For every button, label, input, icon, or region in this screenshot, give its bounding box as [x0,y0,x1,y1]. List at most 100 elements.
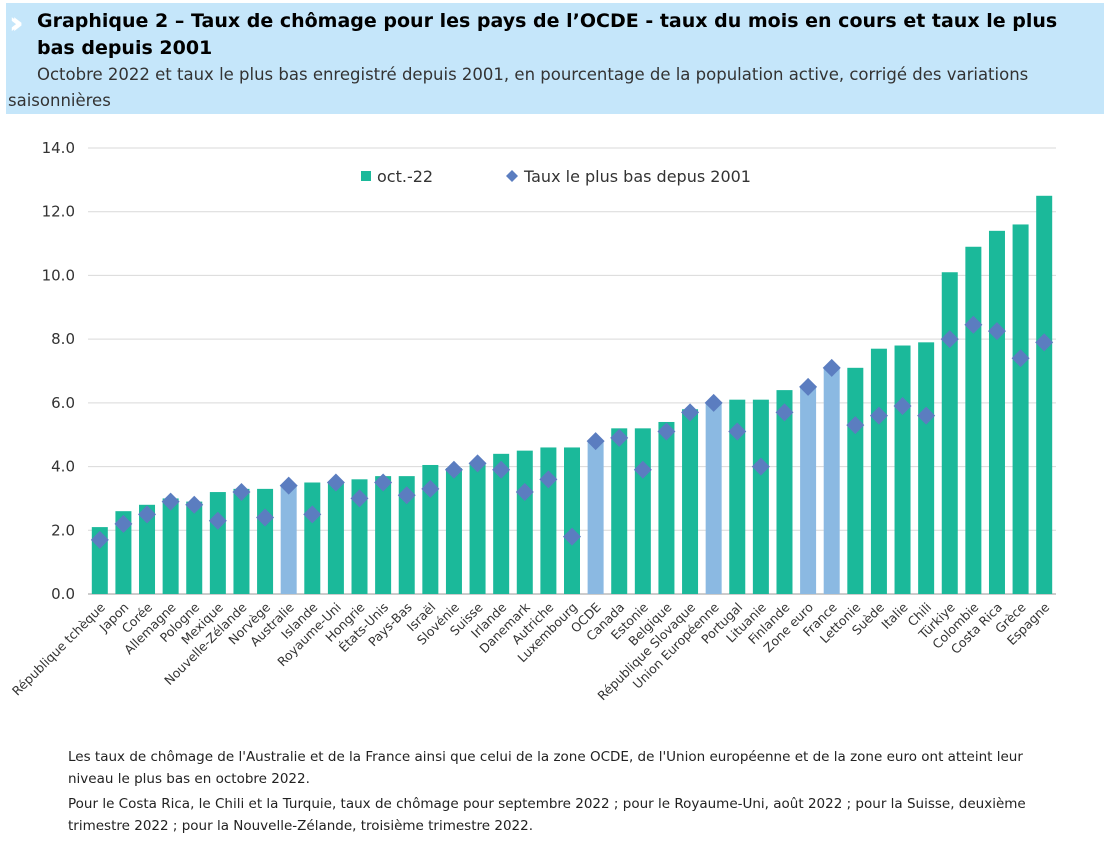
bar [941,272,958,594]
bar [209,492,226,594]
bar [469,463,486,594]
bar [587,441,604,594]
bar [658,421,675,594]
lowest-rate-marker [940,330,959,349]
lowest-rate-marker [161,492,180,511]
bar [870,348,887,594]
legend-label-lowest-rate: Taux le plus bas depus 2001 [523,167,751,186]
lowest-rate-marker [492,460,511,479]
footnote-lowest-level: Les taux de chômage de l'Australie et de… [68,749,1023,787]
bar [800,386,817,594]
unemployment-chart: 0.0 2.0 4.0 6.0 8.0 10.0 12.0 14.0 République tc… [9,139,1056,703]
lowest-rate-marker [1035,333,1054,352]
bar [445,468,462,594]
bar [257,488,274,594]
legend-label-oct-22: oct.-22 [377,167,433,186]
lowest-rate-marker [869,406,888,425]
chart-header: ›› Graphique 2 – Taux de chômage pour le… [6,3,1104,114]
lowest-rate-marker [586,432,605,451]
lowest-rate-marker [90,530,109,549]
bar [327,482,344,594]
lowest-rate-marker [1011,349,1030,368]
lowest-rate-marker [326,473,345,492]
bar [493,453,510,594]
bar [115,511,132,594]
y-tick-label: 14.0 [42,139,75,157]
lowest-rate-marker [728,422,747,441]
lowest-rate-marker [114,514,133,533]
lowest-rate-marker [681,403,700,422]
y-tick-label: 8.0 [51,330,75,348]
bar [186,501,203,594]
lowest-rate-marker [893,397,912,416]
lowest-rate-marker [633,460,652,479]
bar [516,450,533,594]
bar [682,409,699,594]
bar [1012,224,1029,594]
double-chevron-right-icon: ›› [9,6,23,41]
bar [823,367,840,594]
y-tick-label: 0.0 [51,585,75,603]
bar [422,464,439,594]
lowest-rate-marker [775,403,794,422]
lowest-rate-marker [468,454,487,473]
lowest-rate-marker [563,527,581,546]
bar [280,485,297,594]
legend-bar-swatch [361,171,371,181]
lowest-rate-marker [751,457,770,476]
lowest-rate-marker [917,406,936,425]
bar [729,399,746,594]
bar [752,399,769,594]
x-tick-label: République tchèque [9,599,108,698]
lowest-rate-marker [539,470,558,489]
lowest-rate-marker [822,358,841,377]
x-tick-label: Italie [878,599,911,632]
lowest-rate-marker [704,393,723,412]
y-tick-label: 6.0 [51,394,75,412]
y-tick-label: 10.0 [42,266,75,284]
y-tick-label: 12.0 [42,203,75,221]
bar [776,390,793,594]
bar [304,482,321,594]
bar [540,447,557,594]
lowest-rate-marker [846,416,865,435]
lowest-rate-marker [185,495,204,514]
bar [918,342,935,594]
bar [233,488,250,594]
chart-subtitle: Octobre 2022 et taux le plus bas enregis… [8,65,1029,110]
bar [705,402,722,594]
bar [351,479,368,594]
footnote-reference-periods: Pour le Costa Rica, le Chili et la Turqu… [68,796,1026,834]
bar [139,504,156,594]
lowest-rate-marker [138,505,157,524]
lowest-rate-marker [350,489,369,508]
bar [162,498,179,594]
y-tick-label: 4.0 [51,458,75,476]
lowest-rate-marker [799,377,818,396]
bar [634,428,651,594]
chart-title: Graphique 2 – Taux de chômage pour les p… [37,10,1058,59]
lowest-rate-marker [397,486,416,505]
bar [988,230,1005,594]
legend-marker-swatch [506,170,518,182]
lowest-rate-marker [374,473,393,492]
lowest-rate-marker [256,508,275,527]
bar [1036,195,1053,594]
lowest-rate-marker [657,422,676,441]
lowest-rate-marker [444,460,463,479]
lowest-rate-marker [279,476,298,495]
y-tick-label: 2.0 [51,521,75,539]
bar [894,345,911,594]
lowest-rate-marker [987,322,1006,341]
bar [564,447,580,594]
lowest-rate-marker [964,315,983,334]
bar [398,476,415,594]
lowest-rate-marker [610,428,629,447]
lowest-rate-marker [515,483,534,502]
lowest-rate-marker [208,511,227,530]
bar [375,476,392,594]
lowest-rate-marker [421,479,440,498]
bar [847,367,864,594]
bar [965,246,982,594]
bar [611,428,628,594]
